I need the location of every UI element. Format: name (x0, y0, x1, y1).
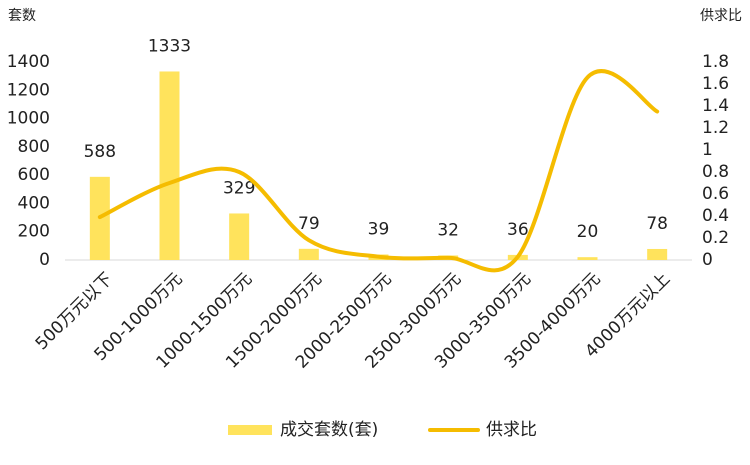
y-tick-label: 400 (18, 193, 50, 213)
y-tick-label: 600 (18, 165, 50, 185)
y-tick-label: 1200 (7, 80, 50, 100)
y-tick-label: 0 (39, 250, 50, 270)
y-tick-label: 800 (18, 137, 50, 157)
line (97, 69, 660, 273)
data-label: 79 (298, 214, 320, 234)
bar (577, 257, 598, 260)
data-label: 36 (507, 220, 529, 240)
data-label: 1333 (148, 36, 191, 56)
y2-tick-label: 1.8 (702, 52, 729, 72)
y2-tick-label: 0.6 (702, 184, 729, 204)
y-tick-label: 200 (18, 222, 50, 242)
y2-axis-title: 供求比 (700, 8, 742, 24)
y2-tick-label: 0.4 (702, 206, 729, 226)
y2-tick-label: 1.4 (702, 96, 729, 116)
data-label: 20 (577, 222, 599, 242)
data-label: 329 (223, 178, 255, 198)
y2-tick-label: 1.6 (702, 74, 729, 94)
y2-tick-label: 0.8 (702, 162, 729, 182)
bar (229, 213, 250, 260)
y-tick-label: 1000 (7, 109, 50, 129)
legend-swatch (228, 425, 272, 435)
y2-tick-label: 1 (702, 140, 713, 160)
data-label: 39 (368, 219, 390, 239)
bar (298, 248, 319, 260)
y2-tick-label: 0.2 (702, 228, 729, 248)
bar (647, 248, 668, 260)
data-label: 588 (84, 142, 116, 162)
data-label: 78 (646, 214, 668, 234)
legend-label: 成交套数(套) (280, 420, 378, 440)
legend-label: 供求比 (486, 420, 537, 440)
y2-tick-label: 0 (702, 250, 713, 270)
y-axis-title: 套数 (8, 8, 36, 24)
bar (159, 71, 180, 261)
y-tick-label: 1400 (7, 52, 50, 72)
data-label: 32 (437, 220, 459, 240)
y2-tick-label: 1.2 (702, 118, 729, 138)
